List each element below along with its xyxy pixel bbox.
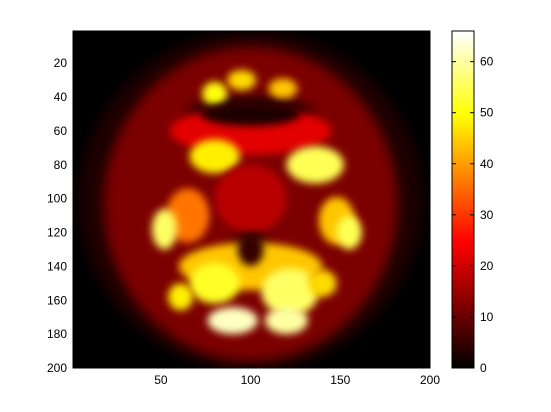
hot-region	[264, 307, 309, 335]
x-axis: 50 100 150 200	[154, 31, 440, 387]
colorbar-tick-label: 30	[480, 208, 494, 222]
colorbar-tick-label: 20	[480, 259, 494, 273]
hot-region	[268, 78, 298, 99]
hot-region	[227, 69, 256, 91]
colorbar-axis: 0 10 20 30 40 50 60	[452, 55, 494, 375]
hot-region	[207, 307, 258, 335]
y-tick-label: 20	[54, 56, 68, 70]
hot-region	[151, 208, 178, 250]
y-tick-label: 140	[47, 259, 67, 273]
colorbar-tick-label: 60	[480, 55, 494, 69]
hot-region	[189, 139, 240, 174]
y-axis: 20 40 60 80 100 120 140 160 180 200	[47, 56, 430, 375]
hot-region	[202, 81, 228, 106]
hot-region	[261, 268, 319, 316]
hot-region	[286, 146, 344, 184]
cold-region-core	[200, 102, 301, 126]
hot-region	[308, 269, 337, 297]
colorbar: 0 10 20 30 40 50 60	[451, 30, 494, 375]
y-tick-label: 180	[47, 327, 67, 341]
colorbar-tick-label: 50	[480, 106, 494, 120]
colorbar-tick-label: 0	[480, 361, 487, 375]
colorbar-gradient	[452, 31, 474, 368]
hot-region	[336, 215, 362, 250]
hot-region	[189, 263, 240, 304]
y-tick-label: 80	[54, 158, 68, 172]
hot-region	[166, 188, 210, 243]
colorbar-tick-label: 10	[480, 310, 494, 324]
x-tick-label: 100	[241, 373, 261, 387]
hot-region	[214, 164, 287, 233]
heatmap-image	[78, 31, 423, 368]
x-tick-label: 50	[154, 373, 168, 387]
hot-region	[168, 283, 194, 311]
plot-frame	[72, 30, 431, 369]
colorbar-tick-label: 40	[480, 157, 494, 171]
y-tick-label: 200	[47, 361, 67, 375]
y-tick-label: 40	[54, 90, 68, 104]
y-tick-label: 60	[54, 124, 68, 138]
x-tick-label: 150	[330, 373, 350, 387]
colorbar-frame	[451, 30, 475, 369]
y-tick-label: 120	[47, 226, 67, 240]
y-tick-label: 100	[47, 192, 67, 206]
x-tick-label: 200	[420, 373, 440, 387]
cold-region-core	[237, 232, 264, 267]
y-tick-label: 160	[47, 293, 67, 307]
heatmap-plot-area: 50 100 150 200 20 40 60 80 100 120 140 160 180 200	[47, 30, 440, 387]
